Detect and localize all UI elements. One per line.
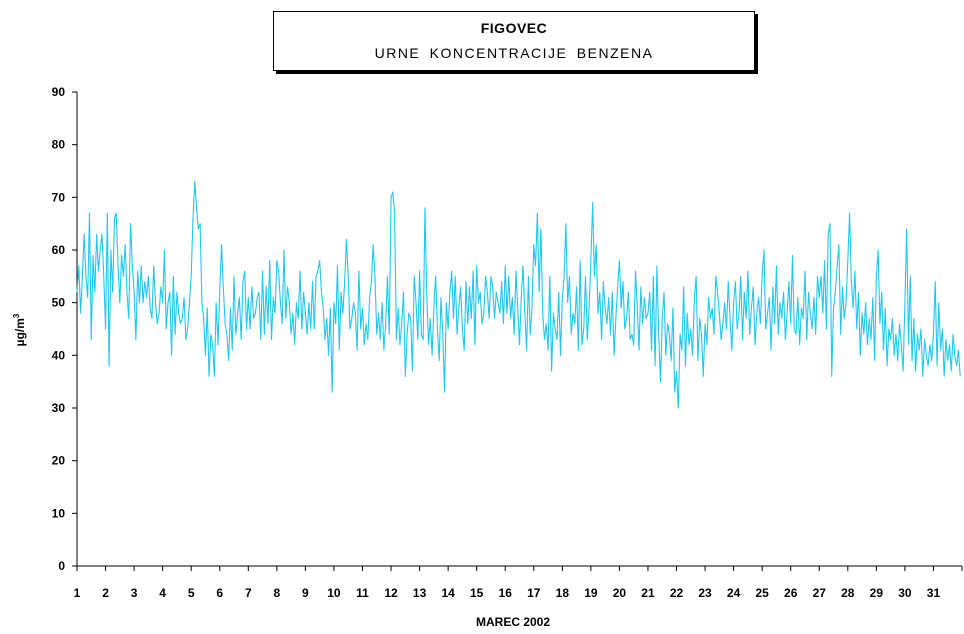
x-tick-label: 26	[784, 586, 798, 600]
x-tick-label: 29	[870, 586, 884, 600]
y-tick-label: 10	[52, 506, 66, 520]
x-tick-label: 28	[841, 586, 855, 600]
y-axis-label: µg/m3	[12, 313, 27, 346]
y-axis-label-sup: 3	[12, 313, 21, 318]
x-tick-label: 1	[74, 586, 81, 600]
svg-text:µg/m3: µg/m3	[12, 313, 27, 346]
x-tick-label: 30	[898, 586, 912, 600]
x-axis-label: MAREC 2002	[476, 615, 550, 629]
x-tick-label: 21	[641, 586, 655, 600]
x-tick-label: 25	[755, 586, 769, 600]
x-tick-label: 6	[216, 586, 223, 600]
y-tick-label: 30	[52, 401, 66, 415]
y-tick-label: 20	[52, 454, 66, 468]
x-tick-label: 13	[413, 586, 427, 600]
x-tick-label: 14	[441, 586, 455, 600]
x-tick-label: 7	[245, 586, 252, 600]
x-tick-label: 3	[131, 586, 138, 600]
x-tick-label: 15	[470, 586, 484, 600]
x-tick-label: 5	[188, 586, 195, 600]
chart-title: FIGOVEC	[480, 20, 548, 36]
y-tick-label: 40	[52, 348, 66, 362]
x-tick-label: 17	[527, 586, 541, 600]
y-tick-label: 70	[52, 190, 66, 204]
x-tick-label: 11	[356, 586, 369, 600]
title-box: FIGOVEC URNE KONCENTRACIJE BENZENA	[273, 11, 755, 71]
x-tick-label: 2	[102, 586, 109, 600]
x-tick-label: 18	[556, 586, 570, 600]
y-tick-label: 60	[52, 243, 66, 257]
x-tick-label: 19	[584, 586, 598, 600]
x-tick-label: 24	[727, 586, 741, 600]
x-tick-label: 9	[302, 586, 309, 600]
x-tick-label: 23	[698, 586, 712, 600]
x-tick-label: 12	[384, 586, 398, 600]
x-tick-label: 27	[813, 586, 827, 600]
x-tick-label: 20	[613, 586, 627, 600]
y-tick-label: 80	[52, 138, 66, 152]
x-tick-label: 4	[159, 586, 166, 600]
chart-subtitle: URNE KONCENTRACIJE BENZENA	[374, 45, 654, 61]
series-line-benzene	[76, 180, 961, 409]
x-tick-label: 8	[273, 586, 280, 600]
x-tick-label: 31	[927, 586, 941, 600]
y-tick-label: 90	[52, 85, 66, 99]
x-tick-label: 10	[327, 586, 341, 600]
x-tick-label: 22	[670, 586, 684, 600]
x-tick-label: 16	[499, 586, 513, 600]
y-tick-label: 50	[52, 296, 66, 310]
y-tick-label: 0	[58, 559, 65, 573]
y-axis-label-base: µg/m	[13, 318, 27, 346]
